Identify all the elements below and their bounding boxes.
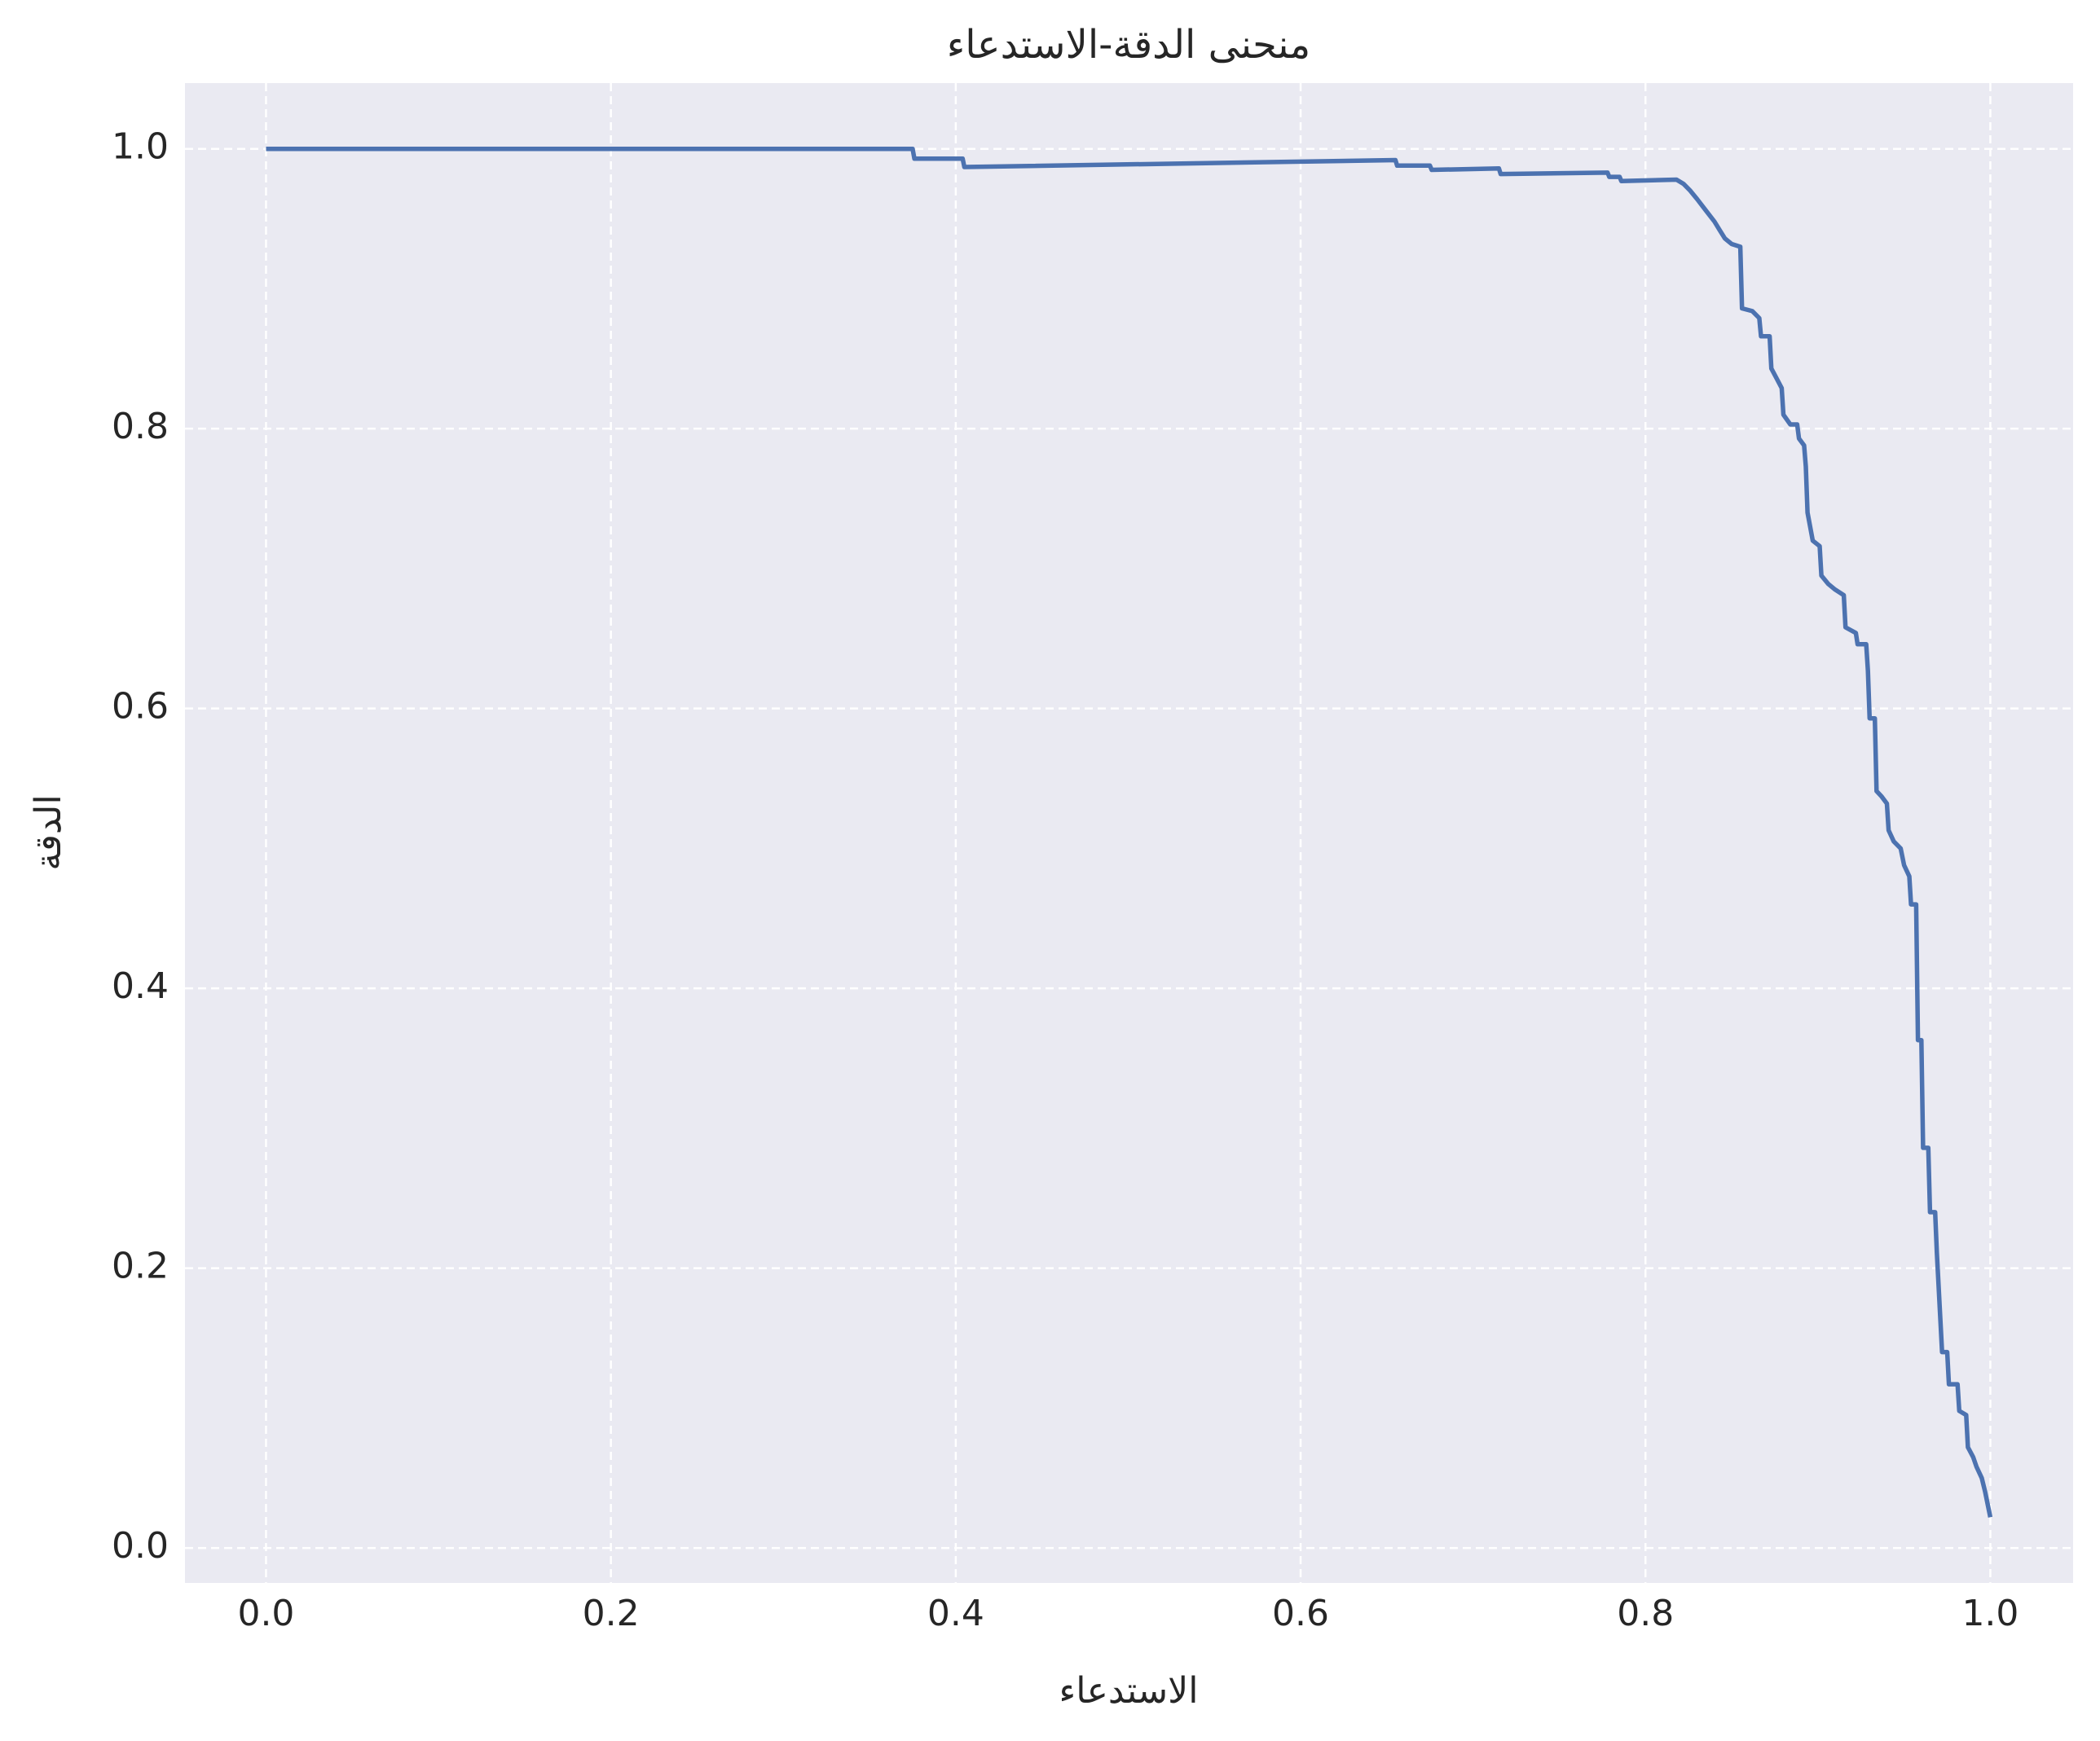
pr-curve [266,146,1993,1518]
chart-title: منحنى الدقة-الاستدعاء [947,22,1311,68]
y-axis-label: الدقة [28,794,69,870]
y-tick-label: 1.0 [112,126,169,168]
y-tick-label: 0.4 [112,965,169,1007]
x-tick-label: 0.4 [927,1593,984,1634]
x-tick-label: 0.8 [1617,1593,1674,1634]
y-tick-label: 0.0 [112,1525,169,1567]
y-tick-label: 0.2 [112,1246,169,1287]
x-tick-label: 1.0 [1961,1593,2019,1634]
x-tick-label: 0.2 [583,1593,640,1634]
x-tick-label: 0.0 [237,1593,294,1634]
plot-area [185,83,2073,1583]
y-tick-label: 0.6 [112,686,169,728]
y-tick-label: 0.8 [112,406,169,447]
x-tick-label: 0.6 [1272,1593,1329,1634]
x-axis-label: الاستدعاء [1059,1670,1199,1712]
